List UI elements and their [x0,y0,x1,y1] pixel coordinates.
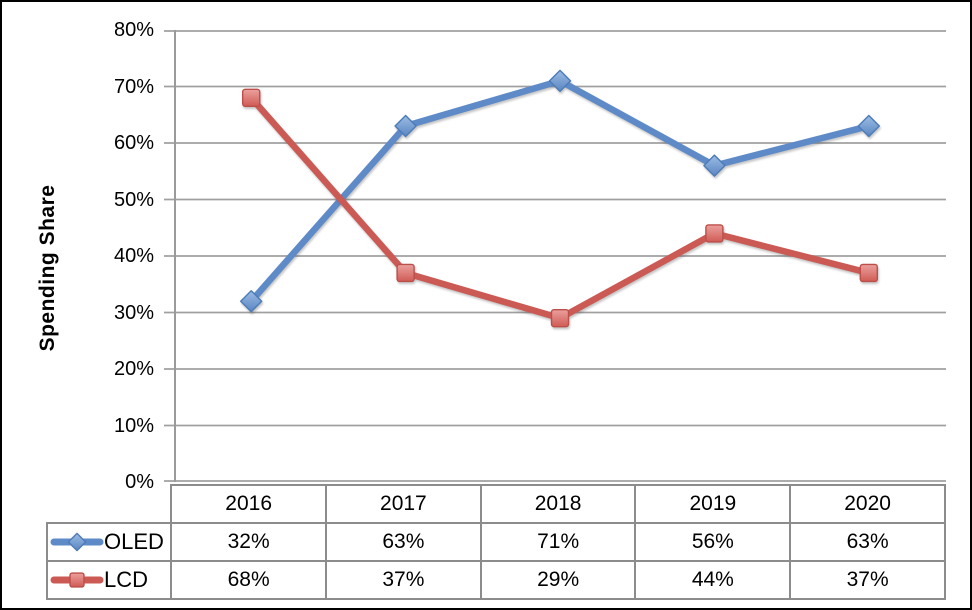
legend-cell-lcd: LCD [45,560,173,600]
table-cell-lcd-2020: 37% [789,560,946,600]
y-tick-label: 30% [113,301,154,324]
lcd-legend-line-icon [50,572,104,588]
oled-marker-2018 [548,69,572,93]
oled-legend-line-icon [50,532,104,552]
x-tick-label: 2019 [634,484,792,524]
legend-cell-oled: OLED [45,522,173,562]
table-cell-oled-2019: 56% [634,522,792,562]
table-cell-oled-2017: 63% [325,522,482,562]
table-cell-oled-2018: 71% [479,522,637,562]
table-cell-oled-2016: 32% [170,522,328,562]
gridlines [164,30,946,482]
x-tick-label: 2020 [789,484,946,524]
data-table: 2016 2017 2018 2019 2020 OLED 32% 63% 71% 56% 63% L… [45,484,946,600]
y-tick-label: 80% [113,19,154,41]
y-tick-label: 60% [113,132,154,154]
lcd-series [241,88,878,328]
y-tick-label: 70% [113,75,154,98]
table-cell-lcd-2018: 29% [479,560,637,600]
y-tick-label: 40% [113,245,154,267]
table-row-lcd: LCD 68% 37% 29% 44% 37% [45,560,946,600]
lcd-marker-2019 [705,224,724,243]
legend-label: OLED [104,529,164,554]
table-cell-lcd-2016: 68% [170,560,328,600]
y-tick-label: 10% [113,414,154,437]
oled-marker-2019 [703,154,726,177]
y-tick-label: 0% [125,471,154,493]
x-tick-label: 2018 [479,484,637,524]
plot-area [164,30,946,482]
table-cell-oled-2020: 63% [789,522,946,562]
table-cell-lcd-2019: 44% [634,560,792,600]
oled-marker-2016 [240,290,263,313]
table-corner-cell [47,485,171,523]
table-header-row: 2016 2017 2018 2019 2020 [47,484,946,524]
lcd-marker-2020 [859,263,878,283]
table-row-oled: OLED 32% 63% 71% 56% 63% [45,522,946,562]
y-tick-label: 50% [113,188,154,211]
legend-label: LCD [104,567,149,592]
x-tick-label: 2017 [325,484,482,524]
oled-marker-2020 [857,114,880,138]
lcd-marker-2017 [396,263,415,283]
y-tick-label: 20% [113,358,154,380]
lcd-marker-2018 [550,308,570,328]
y-axis: 0% 10% 20% 30% 40% 50% 60% 70% 80% [2,2,162,502]
oled-series [240,69,880,313]
oled-marker-2017 [394,114,417,138]
table-cell-lcd-2017: 37% [325,560,482,600]
line-chart [164,30,946,482]
lcd-marker-2016 [241,88,261,107]
x-tick-label: 2016 [170,484,328,524]
